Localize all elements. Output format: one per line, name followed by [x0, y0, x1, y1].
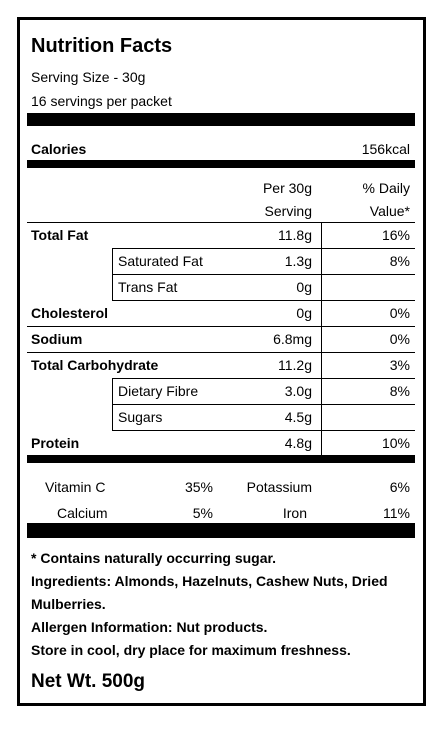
nutrient-name: Dietary Fibre — [118, 383, 199, 399]
cell-line — [321, 222, 322, 248]
cell-line — [321, 274, 322, 300]
nutrient-amount: 3.0g — [284, 383, 312, 399]
nutrient-amount: 4.5g — [284, 409, 312, 425]
vitamin-name: Calcium — [57, 505, 108, 521]
nutrient-name: Total Carbohydrate — [31, 357, 159, 373]
vitamin-name: Potassium — [246, 479, 312, 495]
row-line — [112, 404, 415, 405]
vitamin-name: Vitamin C — [45, 479, 106, 495]
footnote: * Contains naturally occurring sugar. — [31, 550, 277, 566]
cell-line — [321, 378, 322, 404]
servings: 16 servings per packet — [31, 93, 172, 109]
row-line — [27, 222, 415, 223]
footnotes: * Contains naturally occurring sugar. Ing… — [31, 547, 415, 662]
cell-line — [321, 300, 322, 326]
nutrient-dv: 8% — [389, 253, 410, 269]
net-weight: Net Wt. 500g — [31, 671, 146, 692]
footnote: Ingredients: Almonds, Hazelnuts, Cashew … — [31, 573, 388, 612]
row-line — [112, 274, 415, 275]
calories-value: 156kcal — [361, 141, 410, 157]
nutrient-amount: 11.2g — [278, 357, 312, 373]
cell-line — [112, 248, 113, 274]
nutrient-amount: 11.8g — [278, 227, 312, 243]
nutrient-name: Cholesterol — [31, 305, 109, 321]
nutrient-amount: 0g — [296, 305, 312, 321]
nutrient-name: Saturated Fat — [118, 253, 203, 269]
row-line — [112, 430, 415, 431]
nutrient-name: Total Fat — [31, 227, 89, 243]
nutrient-dv: 0% — [389, 305, 410, 321]
column-header: Serving — [264, 203, 312, 219]
cell-line — [112, 274, 113, 300]
column-header: Value* — [369, 203, 410, 219]
nutrient-name: Sugars — [118, 409, 163, 425]
nutrient-name: Trans Fat — [118, 279, 178, 295]
cell-line — [112, 378, 113, 404]
nutrient-amount: 1.3g — [284, 253, 312, 269]
cell-line — [321, 430, 322, 456]
divider — [27, 523, 415, 538]
nutrient-dv: 3% — [389, 357, 410, 373]
row-line — [112, 300, 415, 301]
nutrient-name: Sodium — [31, 331, 83, 347]
nutrient-dv: 8% — [389, 383, 410, 399]
row-line — [112, 248, 415, 249]
vitamin-value: 5% — [192, 505, 213, 521]
nutrient-dv: 16% — [381, 227, 410, 243]
divider — [27, 113, 415, 126]
vitamin-name: Iron — [282, 505, 307, 521]
footnote: Allergen Information: Nut products. — [31, 619, 268, 635]
vitamin-value: 35% — [184, 479, 213, 495]
label-box — [17, 17, 426, 706]
serving-size: Serving Size - 30g — [31, 69, 146, 85]
cell-line — [112, 404, 113, 430]
nutrient-dv: 0% — [389, 331, 410, 347]
cell-line — [321, 248, 322, 274]
divider — [27, 455, 415, 463]
title: Nutrition Facts — [31, 35, 173, 57]
nutrient-amount: 0g — [296, 279, 312, 295]
cell-line — [321, 404, 322, 430]
nutrient-dv: 10% — [381, 435, 410, 451]
nutrient-name: Protein — [31, 435, 80, 451]
row-line — [27, 352, 415, 353]
vitamin-value: 11% — [383, 505, 410, 521]
footnote: Store in cool, dry place for maximum fre… — [31, 642, 351, 658]
nutrient-amount: 6.8mg — [273, 331, 312, 347]
vitamin-value: 6% — [389, 479, 410, 495]
cell-line — [321, 352, 322, 378]
row-line — [27, 326, 415, 327]
calories-label: Calories — [31, 141, 87, 157]
column-header: Per 30g — [262, 180, 312, 196]
divider — [27, 160, 415, 168]
cell-line — [321, 326, 322, 352]
row-line — [112, 378, 415, 379]
column-header: % Daily — [362, 180, 410, 196]
nutrient-amount: 4.8g — [284, 435, 312, 451]
